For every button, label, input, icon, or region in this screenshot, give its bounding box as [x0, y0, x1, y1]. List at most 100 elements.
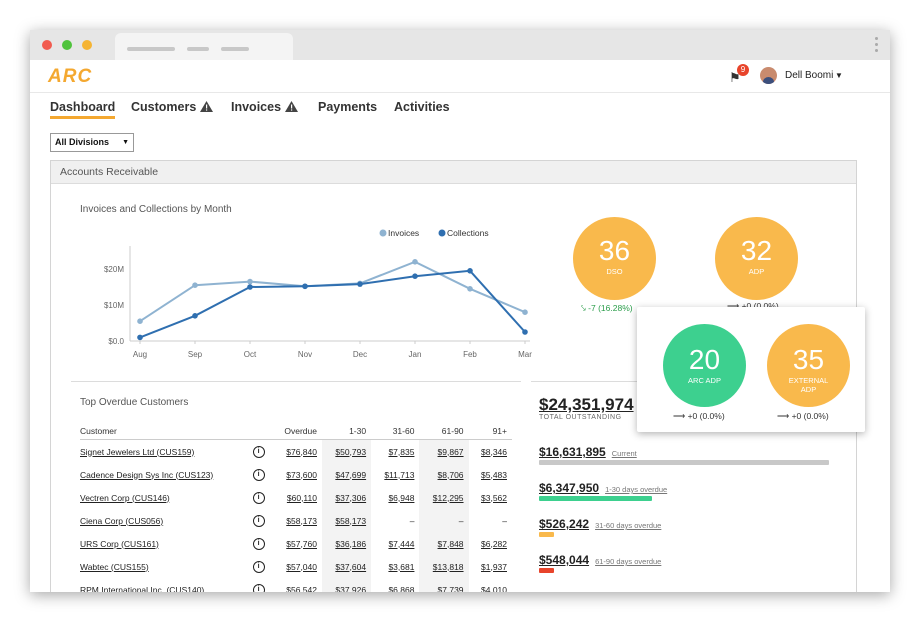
amount-31-60[interactable]: $7,444 — [388, 538, 415, 549]
amount-1-30[interactable]: $47,699 — [322, 463, 372, 486]
customer-link[interactable]: Cadence Design Sys Inc (CUS123) — [80, 469, 214, 480]
info-circle-icon[interactable]: i — [252, 469, 265, 481]
info-icon[interactable]: i — [247, 555, 271, 578]
flag-icon[interactable]: ⚑ — [729, 70, 741, 85]
amount-61-90[interactable]: $9,867 — [419, 439, 469, 463]
tab-payments[interactable]: Payments — [318, 100, 378, 114]
panel-title: Accounts Receivable — [60, 166, 159, 178]
aging-label[interactable]: 31-60 days overdue — [595, 521, 662, 530]
info-circle-icon[interactable]: i — [252, 538, 265, 550]
dso-metric[interactable]: 36 DSO — [573, 217, 656, 300]
browser-menu-icon[interactable] — [875, 37, 879, 55]
amount-91-plus[interactable]: $8,346 — [481, 446, 507, 457]
table-row[interactable]: Vectren Corp (CUS146) i $60,110 $37,306 $6,9… — [80, 486, 512, 509]
aging-label[interactable]: 61-90 days overdue — [595, 557, 662, 566]
aging-row[interactable]: $548,044 61-90 days overdue — [539, 551, 661, 569]
aging-bar — [539, 460, 829, 465]
amount-61-90[interactable]: $13,818 — [419, 555, 469, 578]
tab-dashboard[interactable]: Dashboard — [50, 100, 116, 119]
table-row[interactable]: RPM International Inc. (CUS140) i $56,542 $… — [80, 578, 512, 592]
division-select[interactable]: All Divisions ▼ — [50, 133, 134, 152]
info-icon[interactable]: i — [247, 440, 271, 464]
x-tick-label: Dec — [353, 350, 367, 359]
info-icon[interactable]: i — [247, 509, 271, 532]
amount-61-90[interactable]: $12,295 — [419, 486, 469, 509]
amount-31-60[interactable]: – — [409, 515, 415, 526]
browser-tab[interactable] — [115, 33, 293, 60]
amount-61-90[interactable]: $7,848 — [419, 532, 469, 555]
tab-activities[interactable]: Activities — [394, 100, 450, 114]
overdue-amount[interactable]: $76,840 — [286, 446, 317, 457]
aging-label[interactable]: Current — [611, 449, 637, 458]
arc-adp-metric[interactable]: 20 ARC ADP — [663, 324, 746, 407]
overdue-amount[interactable]: $57,760 — [286, 538, 317, 549]
customer-link[interactable]: Vectren Corp (CUS146) — [80, 492, 170, 503]
user-name[interactable]: Dell Boomi — [785, 70, 834, 81]
amount-31-60[interactable]: $6,948 — [388, 492, 415, 503]
amount-31-60[interactable]: $7,835 — [388, 446, 415, 457]
overdue-amount[interactable]: $57,040 — [286, 561, 317, 572]
amount-1-30[interactable]: $37,306 — [322, 486, 372, 509]
amount-91-plus[interactable]: $5,483 — [481, 469, 507, 480]
amount-61-90[interactable]: $8,706 — [419, 463, 469, 486]
aging-row[interactable]: $16,631,895 Current — [539, 443, 637, 461]
maximize-window-dot[interactable] — [62, 40, 72, 50]
customer-link[interactable]: RPM International Inc. (CUS140) — [80, 584, 205, 593]
customer-link[interactable]: Signet Jewelers Ltd (CUS159) — [80, 446, 195, 457]
customer-link[interactable]: URS Corp (CUS161) — [80, 538, 159, 549]
amount-1-30[interactable]: $50,793 — [322, 439, 372, 463]
amount-31-60[interactable]: $6,868 — [388, 584, 415, 593]
table-row[interactable]: Ciena Corp (CUS056) i $58,173 $58,173– – – — [80, 509, 512, 532]
legend-label: Collections — [447, 228, 489, 238]
table-row[interactable]: Signet Jewelers Ltd (CUS159) i $76,840 $50,… — [80, 439, 512, 464]
overdue-amount[interactable]: $58,173 — [286, 515, 317, 526]
info-icon[interactable]: i — [247, 532, 271, 555]
amount-1-30[interactable]: $37,926 — [322, 578, 372, 592]
chevron-down-icon[interactable]: ▼ — [835, 71, 843, 80]
arc-logo[interactable]: ARC — [48, 66, 93, 87]
tab-invoices[interactable]: Invoices — [231, 100, 299, 114]
amount-1-30[interactable]: $36,186 — [322, 532, 372, 555]
amount-31-60[interactable]: $11,713 — [384, 469, 415, 480]
aging-amount[interactable]: $16,631,895 — [539, 445, 606, 459]
info-icon[interactable]: i — [247, 463, 271, 486]
info-icon[interactable]: i — [247, 486, 271, 509]
amount-31-60[interactable]: $3,681 — [388, 561, 415, 572]
customer-link[interactable]: Ciena Corp (CUS056) — [80, 515, 164, 526]
amount-61-90[interactable]: – — [419, 509, 469, 532]
aging-label[interactable]: 1-30 days overdue — [605, 485, 668, 494]
amount-91-plus[interactable]: $6,282 — [481, 538, 507, 549]
overdue-amount[interactable]: $60,110 — [286, 492, 317, 503]
amount-91-plus[interactable]: $3,562 — [481, 492, 507, 503]
aging-row[interactable]: $526,242 31-60 days overdue — [539, 515, 661, 533]
info-circle-icon[interactable]: i — [252, 584, 265, 592]
avatar[interactable] — [760, 67, 777, 84]
info-icon[interactable]: i — [247, 578, 271, 592]
amount-91-plus[interactable]: $4,010 — [481, 584, 507, 593]
info-circle-icon[interactable]: i — [252, 492, 265, 504]
amount-1-30[interactable]: $37,604 — [322, 555, 372, 578]
aging-amount[interactable]: $6,347,950 — [539, 481, 600, 495]
minimize-window-dot[interactable] — [82, 40, 92, 50]
aging-amount[interactable]: $548,044 — [539, 553, 590, 567]
info-circle-icon[interactable]: i — [252, 515, 265, 527]
table-row[interactable]: Cadence Design Sys Inc (CUS123) i $73,600 $… — [80, 463, 512, 486]
aging-amount[interactable]: $526,242 — [539, 517, 590, 531]
table-row[interactable]: Wabtec (CUS155) i $57,040 $37,604 $3,681 $13,… — [80, 555, 512, 578]
info-circle-icon[interactable]: i — [252, 561, 265, 573]
overdue-amount[interactable]: $56,542 — [286, 584, 317, 593]
total-outstanding-amount[interactable]: $24,351,974 — [539, 395, 634, 414]
customer-link[interactable]: Wabtec (CUS155) — [80, 561, 149, 572]
external-adp-metric[interactable]: 35 EXTERNAL ADP — [767, 324, 850, 407]
amount-1-30[interactable]: $58,173 — [322, 509, 372, 532]
info-circle-icon[interactable]: i — [252, 446, 265, 458]
tab-customers[interactable]: Customers — [131, 100, 214, 114]
overdue-amount[interactable]: $73,600 — [286, 469, 317, 480]
amount-91-plus[interactable]: – — [502, 515, 507, 526]
close-window-dot[interactable] — [42, 40, 52, 50]
adp-metric[interactable]: 32 ADP — [715, 217, 798, 300]
aging-row[interactable]: $6,347,950 1-30 days overdue — [539, 479, 667, 497]
amount-91-plus[interactable]: $1,937 — [481, 561, 507, 572]
amount-61-90[interactable]: $7,739 — [419, 578, 469, 592]
table-row[interactable]: URS Corp (CUS161) i $57,760 $36,186 $7,444 $7… — [80, 532, 512, 555]
